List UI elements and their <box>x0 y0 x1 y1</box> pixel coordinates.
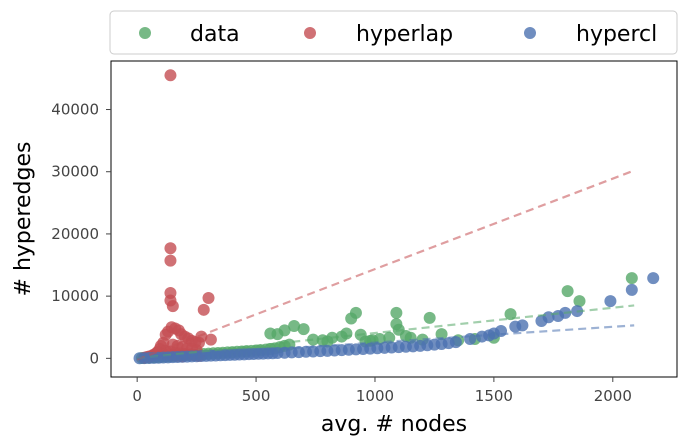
trend-line-hypercl <box>137 324 635 360</box>
data-point <box>297 323 310 336</box>
data-point <box>349 306 362 319</box>
data-point <box>164 254 177 267</box>
legend-marker-hyperlap <box>304 27 316 39</box>
legend: data hyperlap hypercl <box>109 10 678 55</box>
legend-frame <box>109 10 678 55</box>
plot-area-frame <box>110 60 678 378</box>
data-point <box>435 328 448 341</box>
data-point <box>625 283 638 296</box>
data-point <box>516 319 529 332</box>
data-point <box>164 242 177 255</box>
y-tick-label: 20000 <box>51 225 99 243</box>
data-point <box>197 303 210 316</box>
x-tick-label: 1500 <box>475 387 513 405</box>
data-point <box>449 336 462 349</box>
data-point <box>423 311 436 324</box>
legend-label-data: data <box>190 22 240 47</box>
x-tick-label: 2000 <box>594 387 632 405</box>
data-point <box>288 319 301 332</box>
data-point <box>573 295 586 308</box>
legend-label-hypercl: hypercl <box>576 22 657 47</box>
x-tick-label: 1000 <box>356 387 394 405</box>
y-tick-label: 30000 <box>51 163 99 181</box>
x-axis-label: avg. # nodes <box>321 412 467 437</box>
data-point <box>340 327 353 340</box>
plot-area <box>133 69 660 365</box>
y-tick-label: 10000 <box>51 287 99 305</box>
series-hypercl <box>133 272 660 365</box>
y-tick-label: 40000 <box>51 101 99 119</box>
data-point <box>504 308 517 321</box>
y-tick-label: 0 <box>89 349 99 367</box>
x-tick-label: 500 <box>242 387 271 405</box>
data-point <box>625 272 638 285</box>
series-hyperlap <box>138 69 217 364</box>
data-point <box>647 272 660 285</box>
data-point <box>278 324 291 337</box>
legend-label-hyperlap: hyperlap <box>356 22 453 47</box>
data-point <box>561 285 574 298</box>
data-point <box>604 295 617 308</box>
trend-line-data <box>137 304 635 360</box>
legend-marker-data <box>139 27 151 39</box>
x-axis-ticks: 0 500 1000 1500 2000 <box>132 377 632 405</box>
y-axis-label: # hyperedges <box>11 142 36 297</box>
data-point <box>164 69 177 82</box>
data-point <box>204 333 217 346</box>
data-point <box>166 300 179 313</box>
legend-marker-hypercl <box>524 27 536 39</box>
data-point <box>464 333 477 346</box>
data-point <box>202 292 215 304</box>
data-point <box>390 306 403 319</box>
x-tick-label: 0 <box>132 387 142 405</box>
trend-line-hyperlap <box>136 169 635 361</box>
y-axis-ticks: 0 10000 20000 30000 40000 <box>51 101 111 367</box>
